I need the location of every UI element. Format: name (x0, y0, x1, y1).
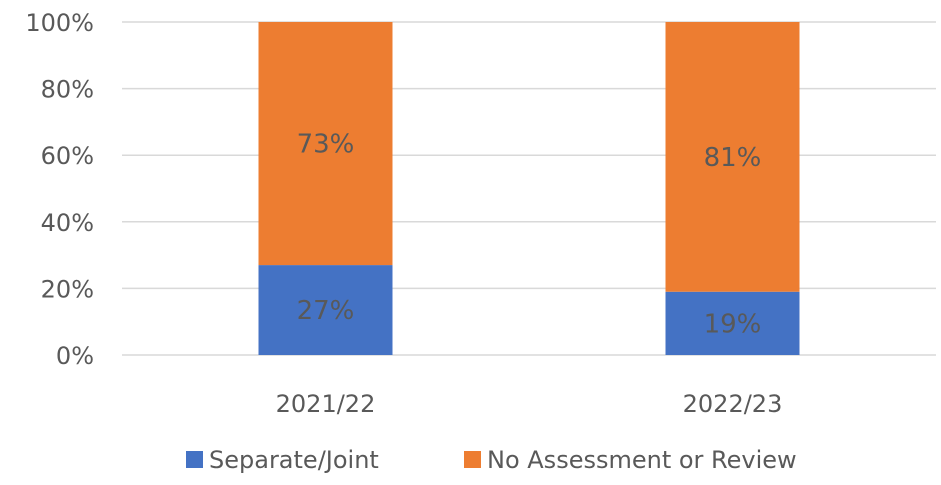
legend-swatch (464, 451, 481, 468)
gridlines (122, 21, 936, 356)
y-axis-tick-labels: 0% 20% 40% 60% 80% 100% (25, 9, 94, 370)
y-tick-label: 80% (41, 76, 94, 104)
data-label: 81% (704, 143, 762, 173)
data-labels: 27% 73% 19% 81% (297, 130, 762, 340)
legend-label: Separate/Joint (209, 446, 379, 474)
x-axis-category-labels: 2021/22 2022/23 (276, 390, 783, 418)
bars (258, 22, 800, 355)
y-tick-label: 0% (56, 342, 94, 370)
data-label: 27% (297, 296, 355, 326)
y-tick-label: 40% (41, 209, 94, 237)
x-category-label: 2022/23 (683, 390, 783, 418)
bar-segment (665, 22, 800, 292)
legend-label: No Assessment or Review (487, 446, 797, 474)
bar-segment (665, 291, 800, 355)
data-label: 19% (704, 309, 762, 339)
bar-segment (258, 265, 393, 355)
x-category-label: 2021/22 (276, 390, 376, 418)
y-tick-label: 60% (41, 142, 94, 170)
legend: Separate/Joint No Assessment or Review (186, 446, 797, 474)
data-label: 73% (297, 130, 355, 160)
y-tick-label: 20% (41, 275, 94, 303)
y-tick-label: 100% (25, 9, 94, 37)
legend-swatch (186, 451, 203, 468)
bar-segment (258, 22, 393, 266)
